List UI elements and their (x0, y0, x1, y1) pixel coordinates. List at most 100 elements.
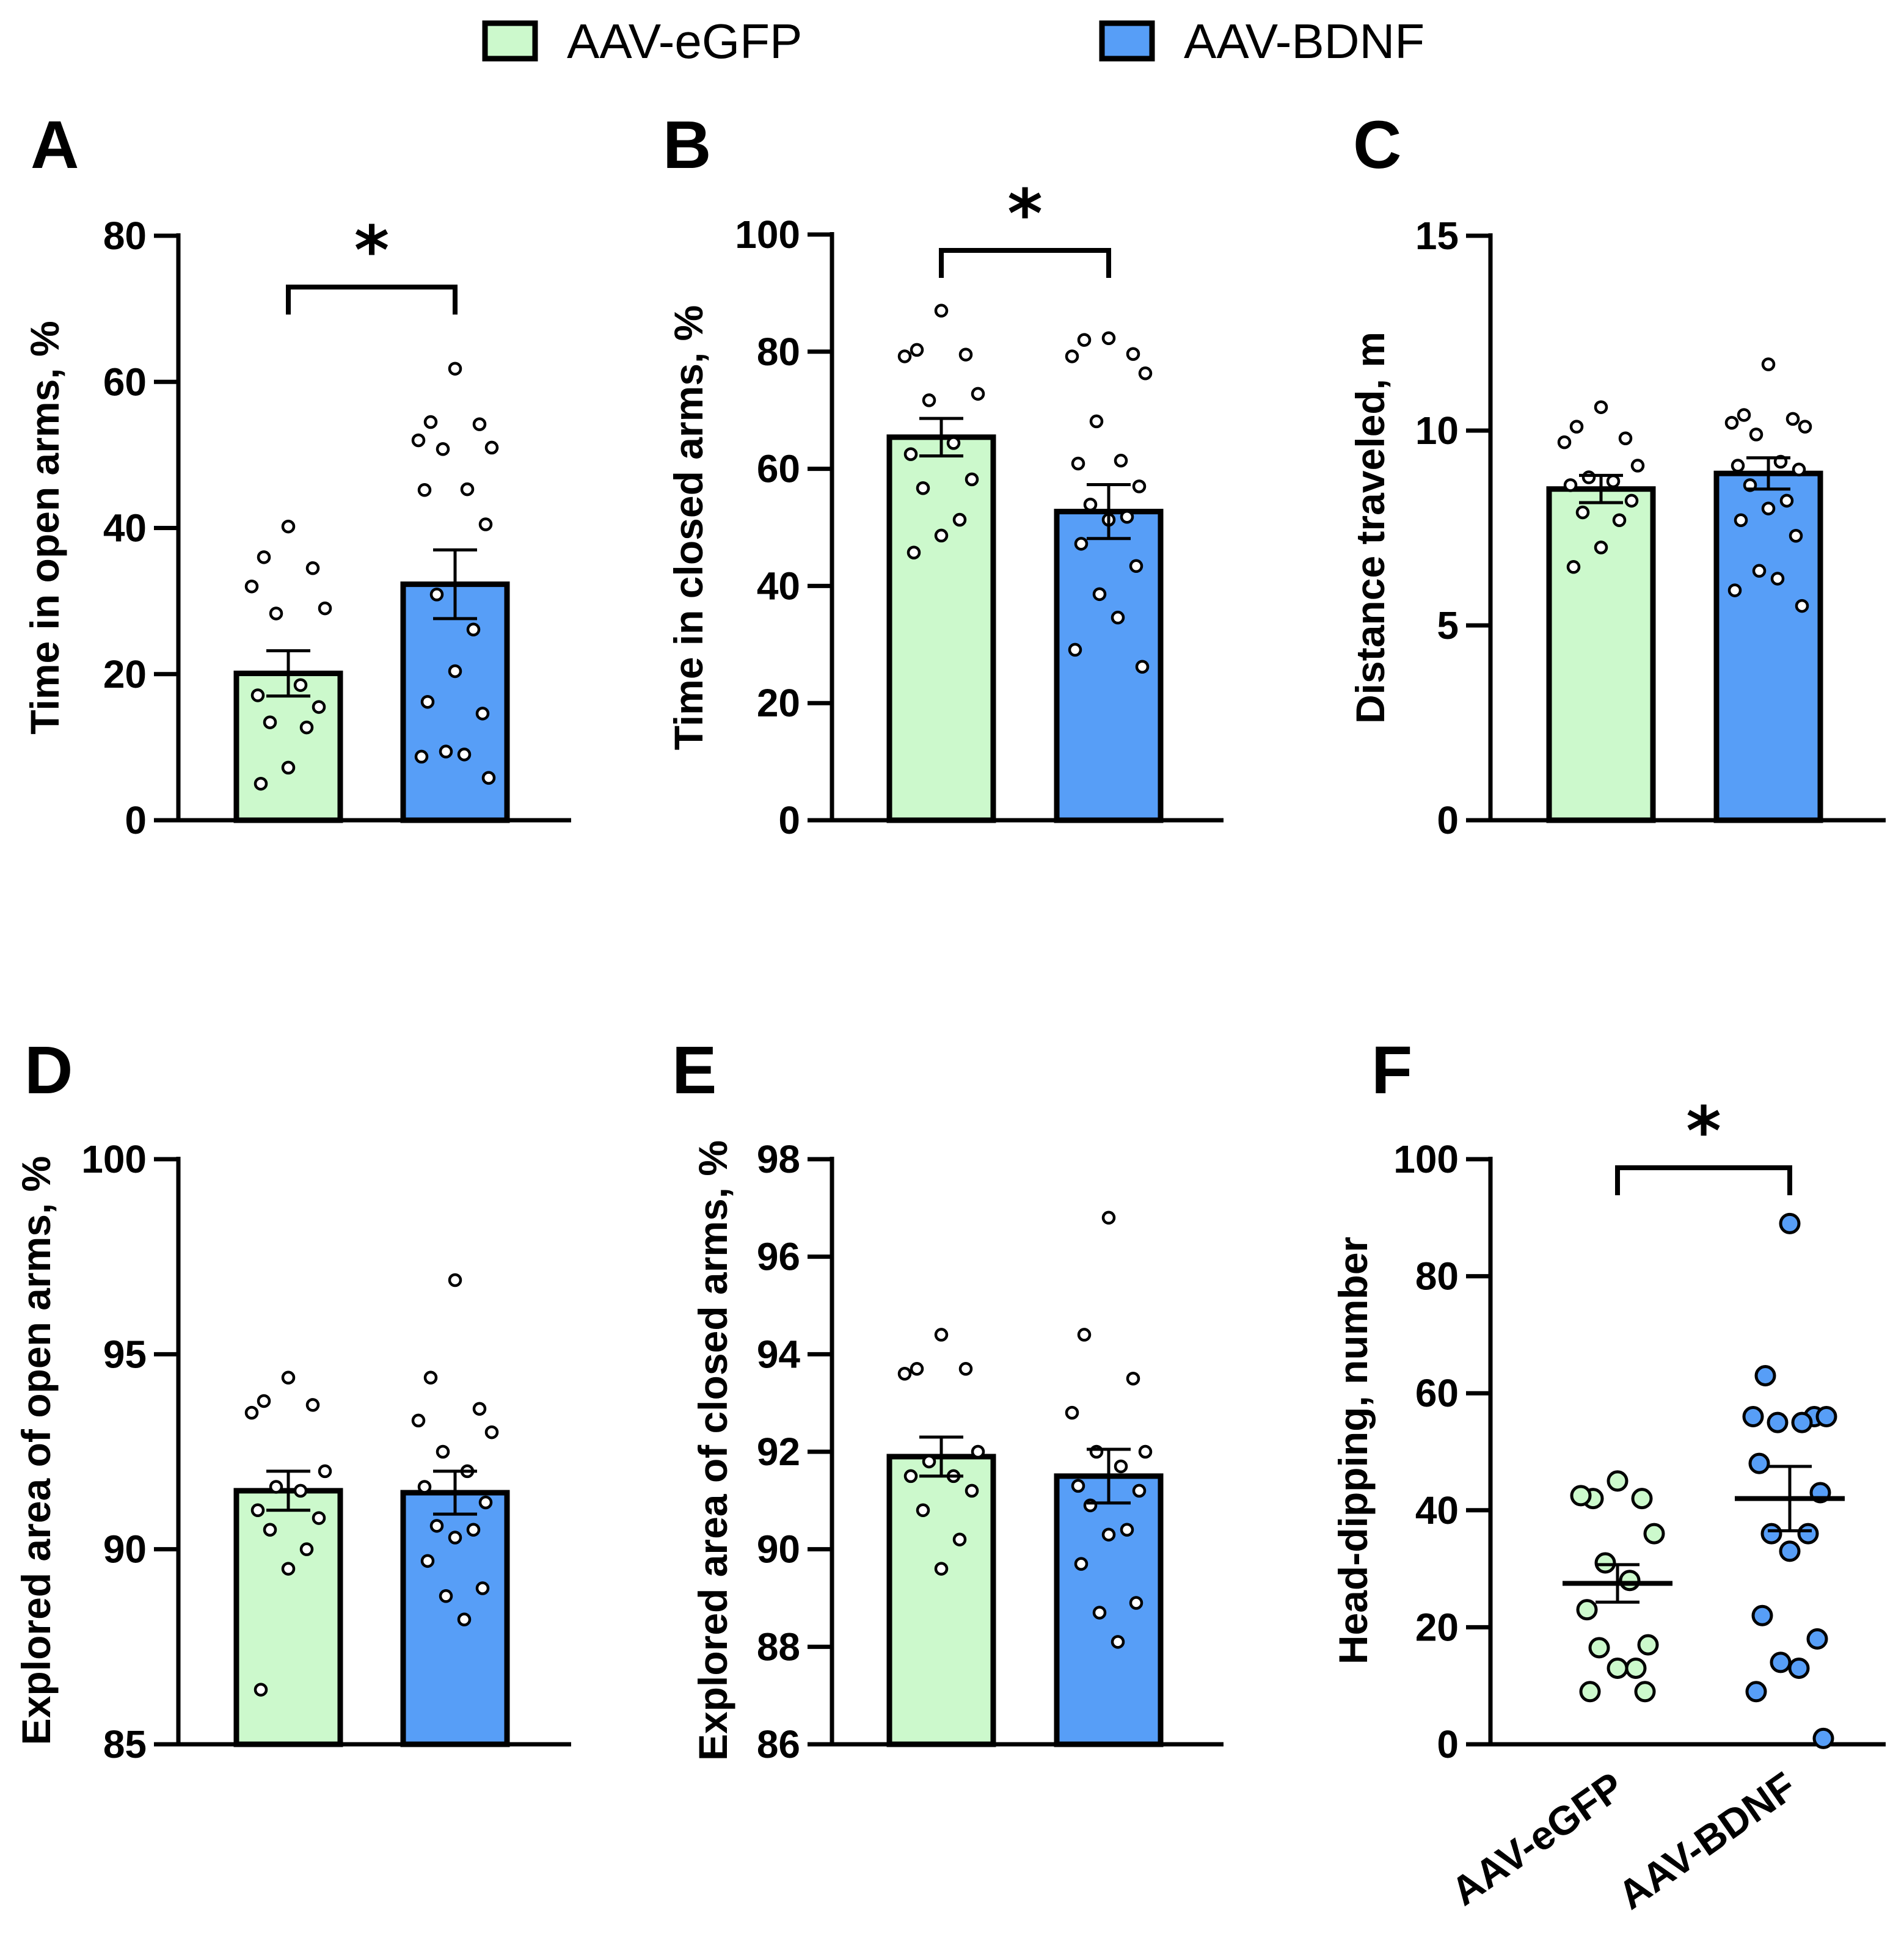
y-tick-label: 100 (81, 1137, 147, 1181)
data-point-bdnf (1760, 1523, 1782, 1545)
data-point-bdnf (1785, 412, 1800, 426)
data-point-egfp (1579, 1681, 1601, 1703)
data-point-egfp (1625, 1657, 1647, 1679)
data-point-bdnf (460, 482, 475, 497)
bar-egfp (1546, 486, 1656, 823)
data-point-bdnf (1779, 1540, 1801, 1562)
data-point-egfp (1575, 505, 1590, 520)
data-point-bdnf (484, 440, 499, 455)
data-point-egfp (1588, 1637, 1610, 1659)
data-point-bdnf (1132, 1484, 1147, 1498)
data-point-egfp (910, 1362, 924, 1376)
data-point-bdnf (1770, 1651, 1792, 1673)
data-point-egfp (971, 1444, 985, 1459)
data-point-egfp (269, 1480, 283, 1494)
data-point-bdnf (411, 1413, 426, 1428)
y-tick-label: 88 (757, 1625, 800, 1669)
data-point-egfp (1594, 400, 1608, 414)
bar-egfp (886, 434, 996, 823)
data-point-egfp (254, 776, 268, 791)
y-tick-label: 92 (757, 1430, 800, 1474)
panel-c: C Distance traveled, m 0 5 10 15 (1348, 107, 1886, 842)
y-tick-label: 20 (757, 681, 800, 725)
legend: AAV-eGFP AAV-BDNF (482, 14, 1424, 68)
data-point-bdnf (1761, 501, 1776, 515)
data-point-egfp (934, 1328, 949, 1342)
data-point-egfp (1612, 513, 1627, 527)
data-point-egfp (1607, 1657, 1629, 1679)
bar-bdnf (1054, 1473, 1164, 1747)
data-point-egfp (281, 519, 296, 534)
y-axis-title: Time in open arms, % (22, 321, 67, 734)
data-point-bdnf (1745, 1681, 1767, 1703)
data-point-egfp (934, 528, 949, 543)
bar-egfp (233, 1488, 343, 1747)
data-point-egfp (1634, 1681, 1656, 1703)
data-point-egfp (250, 1503, 265, 1518)
legend-swatch-egfp (482, 20, 538, 62)
data-point-bdnf (436, 442, 450, 456)
panel-d: D Explored area of open arms, % 85 90 95 100 (13, 1033, 571, 1766)
panel-e: E Explored area of closed arms, % 86 88 90 92… (672, 1033, 1224, 1766)
data-point-bdnf (439, 745, 453, 759)
y-tick-label: 94 (757, 1332, 801, 1376)
y-tick-label: 0 (1437, 798, 1459, 842)
data-point-bdnf (414, 749, 429, 764)
data-point-egfp (299, 720, 314, 735)
data-point-egfp (1581, 470, 1596, 484)
data-point-bdnf (1812, 1727, 1834, 1749)
panel-letter: C (1353, 107, 1401, 183)
data-point-bdnf (1779, 1212, 1801, 1234)
data-point-bdnf (1089, 414, 1104, 429)
data-point-egfp (244, 579, 259, 594)
panel-letter: B (663, 107, 711, 183)
data-point-bdnf (1071, 1479, 1085, 1493)
bar-egfp (886, 1454, 996, 1747)
data-point-bdnf (478, 1495, 493, 1510)
data-point-bdnf (1792, 462, 1806, 477)
data-point-bdnf (1798, 420, 1812, 434)
data-point-bdnf (457, 1612, 472, 1626)
data-point-bdnf (1749, 428, 1764, 442)
data-point-egfp (952, 512, 967, 527)
data-point-bdnf (481, 771, 496, 785)
y-axis-title: Head-dipping, number (1330, 1237, 1376, 1664)
y-tick-label: 20 (103, 652, 147, 696)
data-point-bdnf (1092, 587, 1107, 602)
data-point-egfp (897, 1367, 912, 1381)
data-point-egfp (257, 550, 271, 564)
data-point-egfp (254, 1683, 268, 1697)
data-point-egfp (934, 1562, 949, 1576)
y-axis-title: Distance traveled, m (1348, 332, 1393, 724)
data-point-bdnf (436, 1444, 450, 1459)
data-point-bdnf (417, 483, 432, 497)
data-point-egfp (1637, 1634, 1659, 1656)
data-point-egfp (293, 678, 308, 692)
data-point-egfp (263, 1523, 277, 1537)
y-tick-label: 20 (1415, 1605, 1459, 1649)
data-point-egfp (1606, 474, 1621, 489)
significance-star: * (354, 211, 390, 289)
data-point-egfp (922, 1454, 936, 1469)
data-point-bdnf (1071, 456, 1085, 471)
data-point-bdnf (448, 1531, 462, 1545)
y-tick-label: 80 (757, 330, 800, 374)
data-point-bdnf (1815, 1406, 1837, 1428)
y-axis-title: Explored area of open arms, % (13, 1156, 59, 1746)
y-tick-label: 100 (735, 213, 800, 257)
legend-label-bdnf: AAV-BDNF (1184, 14, 1424, 68)
data-point-bdnf (1111, 610, 1125, 625)
data-point-egfp (1618, 431, 1633, 446)
y-tick-label: 40 (757, 564, 800, 608)
data-point-egfp (318, 601, 332, 616)
data-point-egfp (903, 1469, 918, 1484)
panel-letter: A (31, 107, 79, 183)
data-point-bdnf (1101, 1527, 1116, 1542)
panel-letter: E (672, 1033, 717, 1108)
y-tick-label: 80 (103, 214, 147, 258)
data-point-bdnf (1751, 1604, 1773, 1626)
data-point-egfp (1576, 1599, 1598, 1621)
data-point-egfp (922, 393, 936, 407)
y-tick-label: 60 (757, 447, 800, 491)
data-point-egfp (305, 1398, 320, 1412)
